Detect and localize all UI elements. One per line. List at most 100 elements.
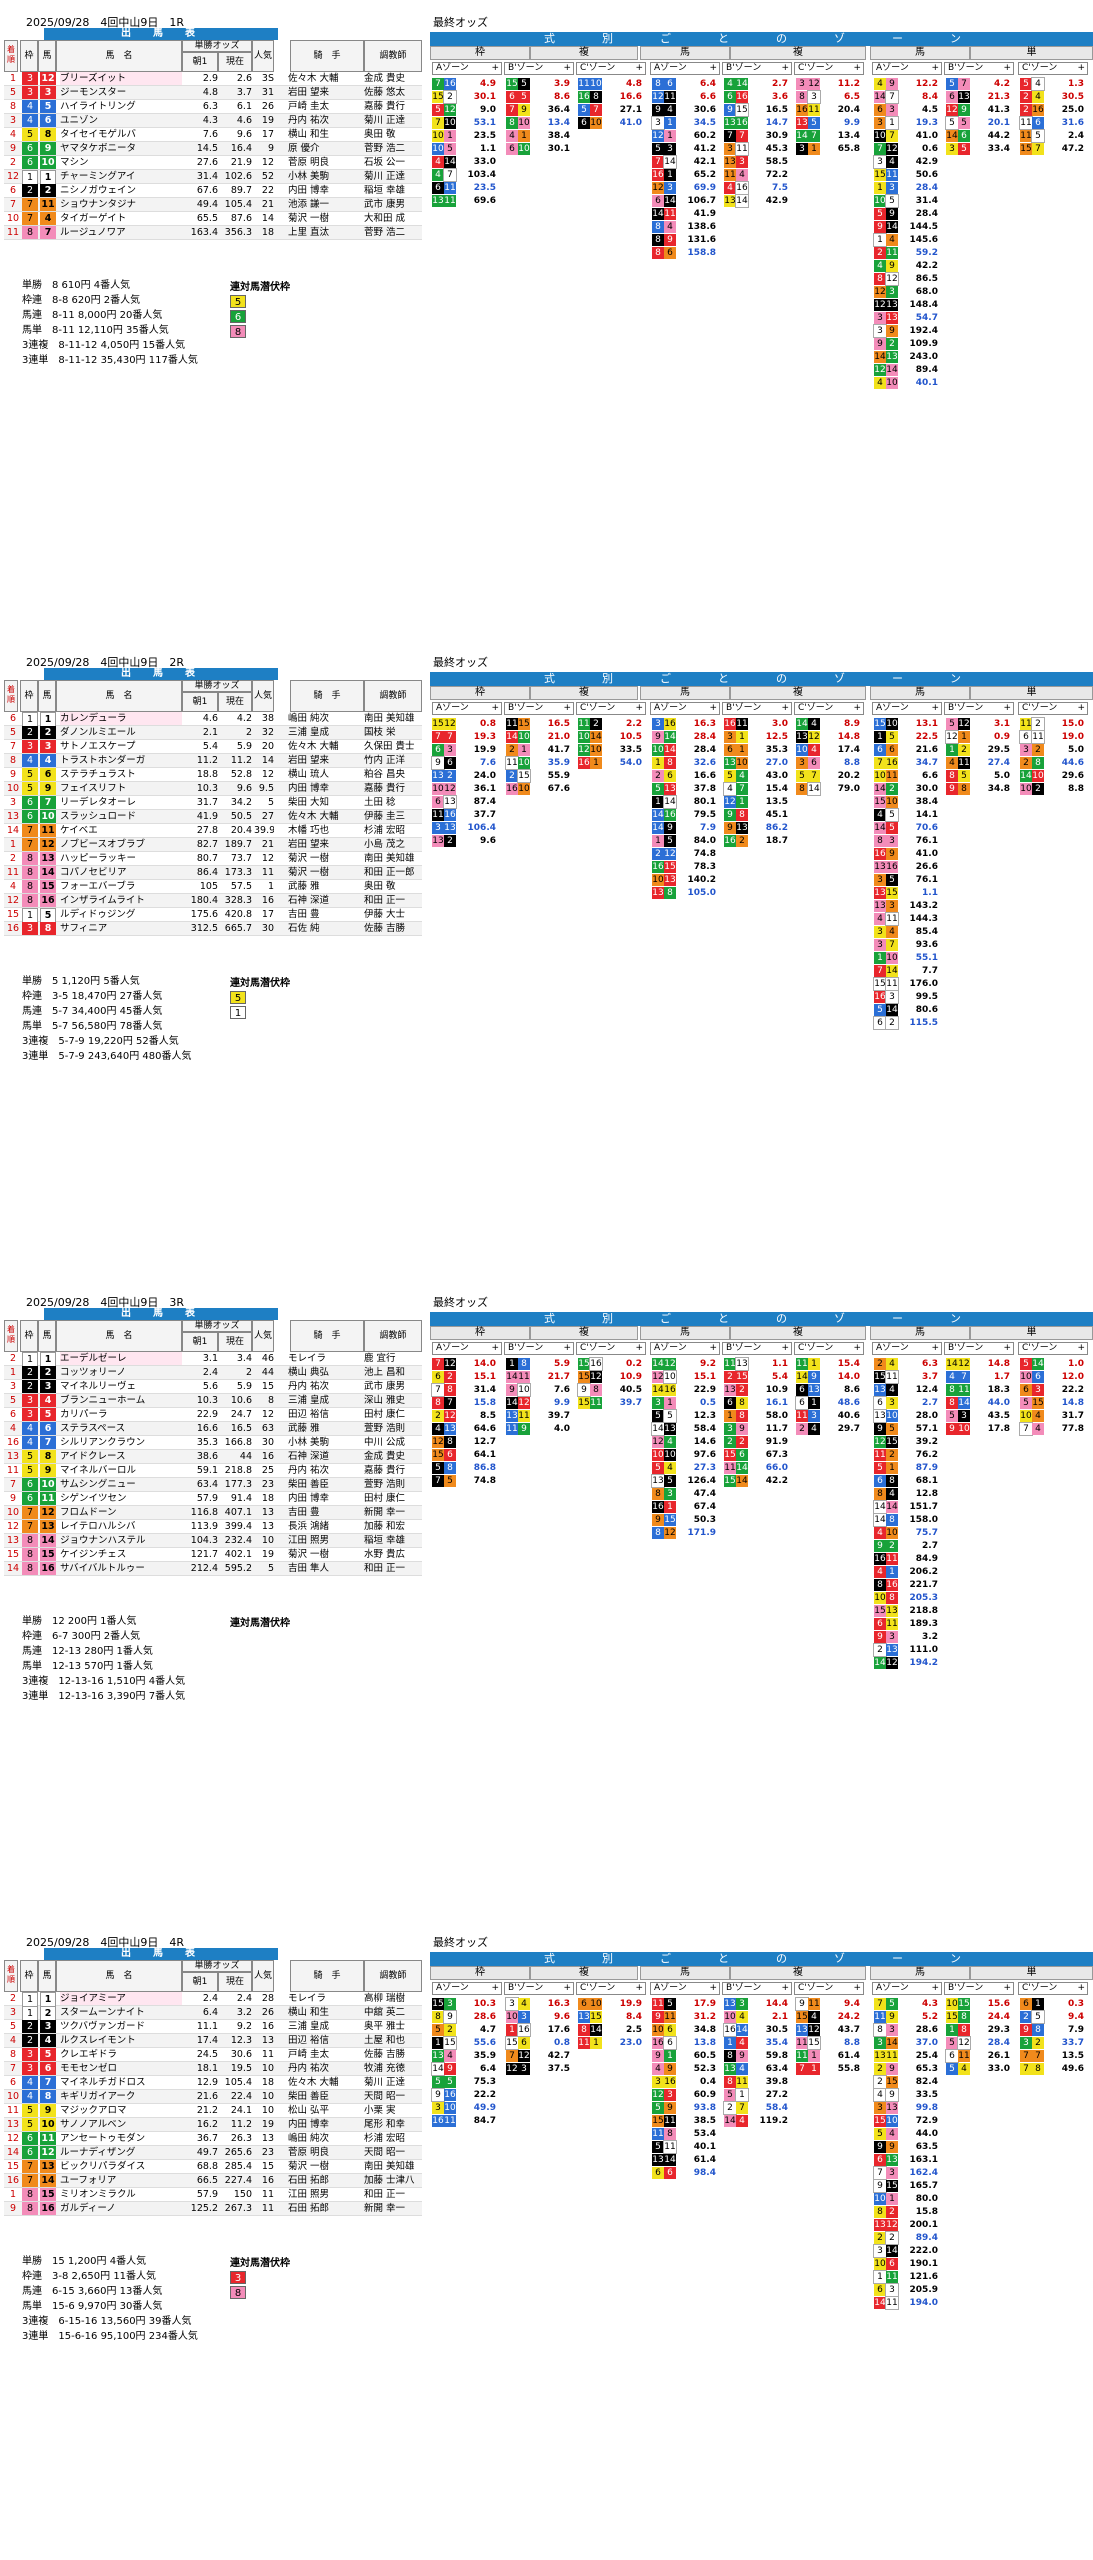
zone-toggle[interactable]: +: [853, 1983, 861, 1993]
zone-toggle[interactable]: +: [781, 703, 789, 713]
zone-toggle[interactable]: +: [1003, 1343, 1011, 1353]
waku-number: 4: [22, 1422, 38, 1435]
zone-value: 126.4: [687, 1476, 716, 1486]
zone-toggle[interactable]: +: [1077, 703, 1085, 713]
zone-toggle[interactable]: +: [781, 1983, 789, 1993]
horse-number: 7: [40, 226, 56, 239]
zone-cell: 11: [1031, 730, 1045, 744]
zone-cell: 3: [886, 286, 898, 298]
zone-toggle[interactable]: +: [853, 63, 861, 73]
jockey-name: 丹内 祐次: [288, 2063, 330, 2074]
zone-toggle[interactable]: +: [491, 1343, 499, 1353]
zone-cell: 12: [886, 143, 898, 155]
zone-cell: 5: [886, 1998, 898, 2010]
waku-number: 7: [22, 2160, 38, 2173]
zone-toggle[interactable]: +: [635, 63, 643, 73]
morning-odds: 5.6: [202, 1381, 218, 1392]
zone-toggle[interactable]: +: [563, 1983, 571, 1993]
table-row: 5 2 2 ダノンルミエール 2.1 2 32 三浦 皇成 国枝 栄: [4, 726, 422, 740]
zone-value: 13.5: [1061, 2051, 1084, 2061]
zone-toggle[interactable]: +: [931, 63, 939, 73]
zone-cell: 10: [518, 757, 530, 769]
popularity: 3S: [261, 73, 274, 84]
zone-toggle[interactable]: +: [1003, 63, 1011, 73]
zone-toggle[interactable]: +: [563, 1343, 571, 1353]
jockey-name: 石田 拓郎: [288, 2203, 330, 2214]
zone-toggle[interactable]: +: [491, 703, 499, 713]
zone-value: 14.0: [473, 1359, 496, 1369]
zone-value: 27.2: [765, 2090, 788, 2100]
zone-cell: 11: [796, 1410, 808, 1422]
waku-number: 6: [22, 156, 38, 169]
zone-toggle[interactable]: +: [491, 63, 499, 73]
zone-toggle[interactable]: +: [709, 1983, 717, 1993]
zone-toggle[interactable]: +: [1077, 63, 1085, 73]
zone-value: 20.4: [837, 105, 860, 115]
zone-cell: 6: [874, 2284, 886, 2296]
zone-toggle[interactable]: +: [709, 703, 717, 713]
horse-name: ハッピーラッキー: [60, 853, 137, 864]
popularity: 13: [261, 2035, 274, 2046]
horse-name: スラッシュロード: [60, 811, 137, 822]
table-row: 4 8 15 フォーエバーブラ 105 57.5 1 武藤 雅奥田 敬: [4, 880, 422, 894]
trainer-name: 嘉藤 貴行: [364, 101, 406, 112]
zone-cell: 10: [874, 2193, 886, 2205]
zone-cell: 10: [886, 952, 898, 964]
zone-cell: 10: [1032, 770, 1044, 782]
zone-cell: 1: [735, 2088, 749, 2102]
zone-cell: 14: [735, 194, 749, 208]
zone-label-text: B'ゾーン: [508, 63, 544, 73]
zone-cell: 1: [432, 2037, 444, 2049]
trainer-name: 加藤 士津八: [364, 2175, 415, 2186]
zone-value: 3.9: [554, 79, 570, 89]
finish-position: 9: [9, 769, 17, 780]
horse-name: フェイスリフト: [60, 783, 127, 794]
morning-odds: 2.9: [202, 73, 218, 84]
zone-cell: 11: [724, 1462, 736, 1474]
zone-value: 75.3: [473, 2077, 496, 2087]
zone-toggle[interactable]: +: [635, 1983, 643, 1993]
zone-toggle[interactable]: +: [931, 1343, 939, 1353]
zone-toggle[interactable]: +: [635, 703, 643, 713]
zone-toggle[interactable]: +: [563, 703, 571, 713]
zone-toggle[interactable]: +: [709, 1343, 717, 1353]
zone-toggle[interactable]: +: [1003, 703, 1011, 713]
zone-toggle[interactable]: +: [781, 63, 789, 73]
zone-toggle[interactable]: +: [635, 1343, 643, 1353]
zone-toggle[interactable]: +: [709, 63, 717, 73]
zone-value: 12.2: [915, 79, 938, 89]
zone-toggle[interactable]: +: [781, 1343, 789, 1353]
zone-toggle[interactable]: +: [491, 1983, 499, 1993]
zone-cell: 2: [724, 1371, 736, 1383]
zone-cell: 15: [886, 2180, 898, 2192]
waku-number: 4: [22, 1436, 38, 1449]
jockey-name: 横山 和生: [288, 129, 330, 140]
zone-cell: 10: [664, 1449, 676, 1461]
zone-label: C'ゾーン +: [1018, 702, 1088, 715]
zone-toggle[interactable]: +: [931, 703, 939, 713]
zone-toggle[interactable]: +: [1077, 1343, 1085, 1353]
zone-toggle[interactable]: +: [1003, 1983, 1011, 1993]
zone-cell: 1: [590, 757, 602, 769]
morning-odds: 2.1: [202, 727, 218, 738]
zone-value: 80.1: [693, 797, 716, 807]
zone-cell: 14: [1020, 770, 1032, 782]
zone-cell: 3: [1020, 744, 1032, 756]
popularity: 18: [261, 2077, 274, 2088]
zone-value: 12.3: [693, 1411, 716, 1421]
zone-toggle[interactable]: +: [1077, 1983, 1085, 1993]
zone-cell: 5: [958, 143, 970, 155]
zone-cell: 8: [506, 117, 518, 129]
zone-toggle[interactable]: +: [853, 703, 861, 713]
latent-waku: 連対馬潜伏枠 5 1: [230, 974, 290, 1019]
zone-toggle[interactable]: +: [853, 1343, 861, 1353]
zone-cell: 8: [958, 2011, 970, 2023]
payout-list: 単勝 5 1,120円 5番人気 枠連 3-5 18,470円 27番人気 馬連 5…: [22, 974, 191, 1064]
zone-value: 77.8: [1061, 1424, 1084, 1434]
zone-toggle[interactable]: +: [931, 1983, 939, 1993]
zone-value: 192.4: [909, 326, 938, 336]
zone-cell: 2: [1020, 757, 1032, 769]
zone-value: 6.3: [922, 1359, 938, 1369]
zone-value: 63.4: [765, 2064, 788, 2074]
zone-toggle[interactable]: +: [563, 63, 571, 73]
